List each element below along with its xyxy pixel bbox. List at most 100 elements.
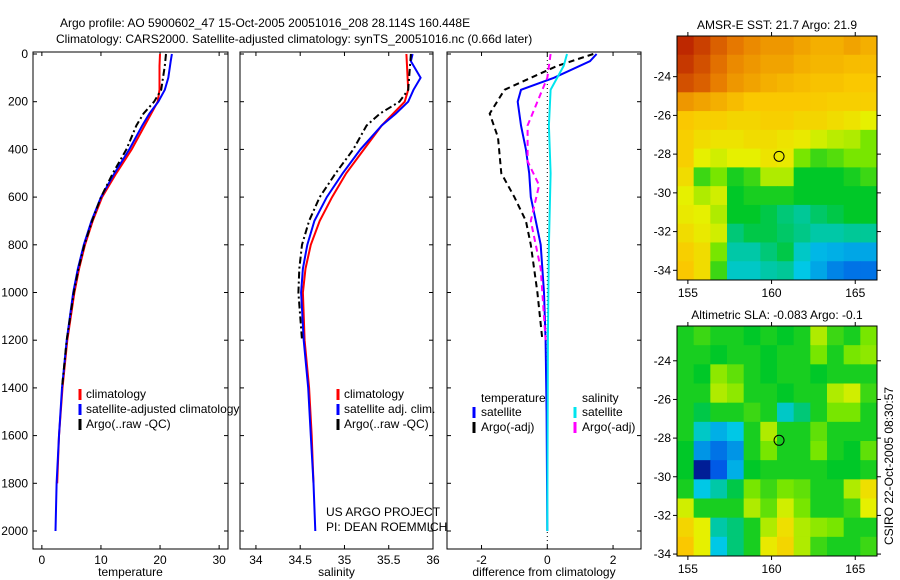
- heatmap-cell: [777, 186, 795, 206]
- heatmap-cell: [710, 402, 728, 423]
- heatmap-cell: [743, 326, 761, 346]
- heatmap-cell: [843, 36, 861, 56]
- heatmap-cell: [693, 517, 711, 538]
- heatmap-cell: [793, 111, 811, 131]
- heatmap-cell: [693, 54, 711, 75]
- heatmap-cell: [777, 460, 795, 480]
- heatmap-cell: [693, 129, 711, 150]
- heatmap-cell: [810, 73, 828, 93]
- y-tick-label: 2000: [1, 524, 28, 538]
- heatmap-cell: [777, 383, 795, 404]
- y-tick-label: 1400: [1, 381, 28, 395]
- heatmap-cell: [693, 498, 711, 519]
- heatmap-cell: [793, 421, 811, 442]
- y-tick-label: -30: [654, 186, 672, 200]
- heatmap-cell: [793, 204, 811, 225]
- y-tick-label: 0: [21, 47, 28, 61]
- heatmap-cell: [827, 242, 845, 262]
- y-tick-label: 200: [8, 95, 28, 109]
- heatmap-cell: [843, 383, 861, 404]
- heatmap-cell: [677, 460, 695, 480]
- heatmap-cell: [860, 167, 878, 187]
- heatmap-cell: [827, 460, 845, 480]
- series-line: [61, 53, 167, 388]
- heatmap-cell: [677, 479, 695, 499]
- heatmap-cell: [727, 460, 745, 480]
- heatmap-cell: [827, 364, 845, 384]
- panel-0-frame: [32, 51, 229, 550]
- x-axis-label: temperature: [98, 565, 163, 579]
- y-tick-label: -32: [654, 225, 672, 239]
- credit-timestamp: CSIRO 22-Oct-2005 08:30:57: [882, 387, 896, 545]
- heatmap-cell: [743, 54, 761, 75]
- heatmap-cell: [777, 421, 795, 442]
- legend-label: Argo(..raw -QC): [86, 417, 171, 431]
- heatmap-cell: [810, 364, 828, 384]
- x-axis-label: difference from climatology: [472, 565, 615, 579]
- heatmap-cell: [827, 421, 845, 442]
- heatmap-cell: [843, 261, 861, 281]
- heatmap-cell: [843, 345, 861, 365]
- heatmap-cell: [677, 129, 695, 150]
- heatmap-cell: [743, 498, 761, 519]
- heatmap-cell: [693, 261, 711, 281]
- heatmap-cell: [827, 536, 845, 557]
- heatmap-cell: [727, 421, 745, 442]
- heatmap-cell: [693, 364, 711, 384]
- heatmap-cell: [677, 73, 695, 93]
- heatmap-cell: [693, 148, 711, 168]
- heatmap-cell: [793, 92, 811, 112]
- heatmap-cell: [677, 402, 695, 423]
- heatmap-cell: [810, 148, 828, 168]
- heatmap-cell: [710, 204, 728, 225]
- heatmap-cell: [710, 364, 728, 384]
- x-tick-label: 34: [249, 553, 263, 567]
- heatmap-cell: [693, 441, 711, 461]
- heatmap-cell: [760, 204, 778, 225]
- heatmap-cell: [810, 326, 828, 346]
- map-1-frame: [676, 325, 878, 557]
- heatmap-cell: [777, 479, 795, 499]
- x-tick-label: 160: [762, 562, 782, 576]
- heatmap-cell: [693, 479, 711, 499]
- y-tick-label: -34: [654, 547, 672, 561]
- heatmap-cell: [727, 186, 745, 206]
- heatmap-cell: [710, 54, 728, 75]
- heatmap-cell: [760, 242, 778, 262]
- y-tick-label: 1200: [1, 333, 28, 347]
- legend-label: satellite adj. clim.: [344, 402, 435, 416]
- series-line: [526, 53, 552, 341]
- y-tick-label: 1000: [1, 286, 28, 300]
- heatmap-cell: [760, 148, 778, 168]
- heatmap-cell: [810, 536, 828, 557]
- y-tick-label: 600: [8, 190, 28, 204]
- heatmap-cell: [843, 326, 861, 346]
- y-tick-label: 1600: [1, 429, 28, 443]
- heatmap-cell: [860, 261, 878, 281]
- heatmap-cell: [760, 479, 778, 499]
- heatmap-cell: [860, 498, 878, 519]
- heatmap-cell: [810, 402, 828, 423]
- heatmap-cell: [810, 36, 828, 56]
- heatmap-cell: [727, 167, 745, 187]
- heatmap-cell: [710, 92, 728, 112]
- heatmap-cell: [860, 460, 878, 480]
- title-line-2: Climatology: CARS2000. Satellite-adjuste…: [56, 32, 532, 46]
- heatmap-cell: [727, 517, 745, 538]
- heatmap-cell: [743, 261, 761, 281]
- heatmap-cell: [777, 111, 795, 131]
- heatmap-cell: [843, 498, 861, 519]
- heatmap-cell: [743, 402, 761, 423]
- heatmap-cell: [727, 148, 745, 168]
- heatmap-cell: [743, 111, 761, 131]
- heatmap-cell: [677, 536, 695, 557]
- heatmap-cell: [777, 345, 795, 365]
- heatmap-cell: [677, 261, 695, 281]
- heatmap-cell: [860, 402, 878, 423]
- heatmap-cell: [810, 421, 828, 442]
- heatmap-cell: [777, 36, 795, 56]
- heatmap-cell: [743, 441, 761, 461]
- heatmap-cell: [777, 148, 795, 168]
- heatmap-cell: [693, 111, 711, 131]
- heatmap-cell: [727, 261, 745, 281]
